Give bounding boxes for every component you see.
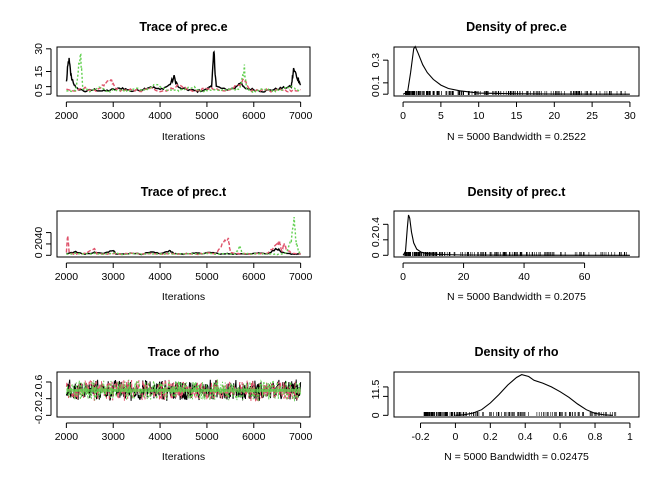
x-tick-label: 0.8 [588, 431, 603, 443]
rug-marks [404, 252, 627, 256]
plot-frame [393, 210, 640, 258]
x-tick-label: 3000 [102, 271, 126, 283]
x-tick-label: 5000 [195, 431, 219, 443]
panel-5: Trace of rho 2000 3000 4000 5000 6000 7000 -0.2… [33, 345, 312, 463]
panel-3: Trace of prec.t 2000 3000 4000 5000 6000 7000 0… [33, 185, 312, 303]
rug-marks [423, 412, 617, 416]
x-tick-label: 0 [400, 271, 406, 283]
x-tick-label: 4000 [148, 271, 172, 283]
y-tick-label: 0.3 [370, 53, 382, 68]
plot-frame [56, 210, 311, 258]
y-tick-label: 15 [33, 66, 45, 78]
x-axis-label: N = 5000 Bandwidth = 0.02475 [444, 451, 589, 463]
x-tick-label: 1 [627, 431, 633, 443]
x-axis-label: Iterations [162, 451, 205, 463]
y-tick-label: 5 [33, 84, 45, 90]
chart-title: Trace of prec.e [139, 20, 227, 34]
panel-2: Density of prec.e0 5 10 15 20 25 3000.10.3N = … [370, 20, 640, 143]
y-tick-label: 20 [33, 238, 45, 250]
y-tick-label: 0 [370, 91, 382, 97]
y-tick-label: 40 [33, 227, 45, 239]
x-tick-label: 3000 [102, 431, 126, 443]
x-tick-label: 0 [453, 431, 459, 443]
y-tick-label: -0.2 [33, 406, 45, 424]
x-tick-label: 2000 [55, 271, 79, 283]
x-tick-label: 6000 [242, 110, 266, 122]
y-tick-label: 0.6 [33, 375, 45, 390]
chain-3-line [66, 217, 302, 256]
x-axis-label: N = 5000 Bandwidth = 0.2522 [447, 131, 586, 143]
panel-4: Density of prec.t 0 20 40 60 0 0.20.4 N = 5000 … [370, 185, 640, 303]
x-tick-label: -0.2 [411, 431, 429, 443]
x-tick-label: 7000 [289, 431, 313, 443]
x-tick-label: 6000 [242, 431, 266, 443]
y-tick-label: 30 [33, 43, 45, 55]
x-tick-label: 0.2 [483, 431, 498, 443]
chain-1-line [65, 50, 302, 94]
x-axis-label: N = 5000 Bandwidth = 0.2075 [447, 291, 586, 303]
panel-1: Trace of prec.e 2000 3000 4000 5000 6000 7000 0… [33, 20, 312, 143]
y-tick-label: 0.4 [370, 217, 382, 232]
y-tick-label: 0.1 [370, 75, 382, 90]
x-tick-label: 7000 [289, 110, 313, 122]
chart-title: Density of prec.e [466, 20, 567, 34]
x-tick-label: 10 [473, 110, 485, 122]
plot-frame [56, 46, 311, 97]
chain-2-line [65, 235, 301, 256]
x-tick-label: 2000 [55, 431, 79, 443]
plot-frame [393, 371, 640, 418]
x-tick-label: 6000 [242, 271, 266, 283]
x-tick-label: 7000 [289, 271, 313, 283]
x-tick-label: 5000 [195, 110, 219, 122]
y-tick-label: 0.2 [33, 391, 45, 406]
x-tick-label: 0.6 [553, 431, 568, 443]
x-axis-label: Iterations [162, 291, 205, 303]
x-tick-label: 40 [518, 271, 530, 283]
x-tick-label: 0 [400, 110, 406, 122]
x-tick-label: 0.4 [518, 431, 533, 443]
chain-3-line [65, 378, 302, 402]
chart-title: Density of prec.t [468, 185, 567, 199]
rug-marks [405, 91, 626, 95]
x-tick-label: 5 [438, 110, 444, 122]
chart-title: Trace of prec.t [141, 185, 227, 199]
x-tick-label: 30 [624, 110, 636, 122]
y-tick-label: 0.2 [370, 232, 382, 247]
y-tick-label: 0 [370, 252, 382, 258]
x-tick-label: 5000 [195, 271, 219, 283]
chain-3-line [66, 52, 301, 94]
chart-title: Density of rho [474, 345, 558, 359]
plot-frame [393, 46, 640, 97]
density-curve [402, 45, 630, 95]
y-tick-label: 0 [370, 412, 382, 418]
x-tick-label: 20 [548, 110, 560, 122]
x-tick-label: 20 [458, 271, 470, 283]
y-tick-label: 0 [33, 252, 45, 258]
y-tick-label: 0 [33, 91, 45, 97]
y-tick-label: 1 [370, 393, 382, 399]
x-tick-label: 60 [579, 271, 591, 283]
x-axis-label: Iterations [162, 131, 205, 143]
chart-title: Trace of rho [148, 345, 220, 359]
y-tick-label: 1.5 [370, 379, 382, 394]
x-tick-label: 4000 [148, 431, 172, 443]
x-tick-label: 3000 [102, 110, 126, 122]
density-curve [455, 374, 613, 416]
chain-2-line [66, 78, 302, 93]
density-curve [402, 214, 630, 256]
x-tick-label: 15 [511, 110, 523, 122]
plot-frame [56, 371, 311, 418]
x-tick-label: 25 [586, 110, 598, 122]
x-tick-label: 4000 [148, 110, 172, 122]
x-tick-label: 2000 [55, 110, 79, 122]
